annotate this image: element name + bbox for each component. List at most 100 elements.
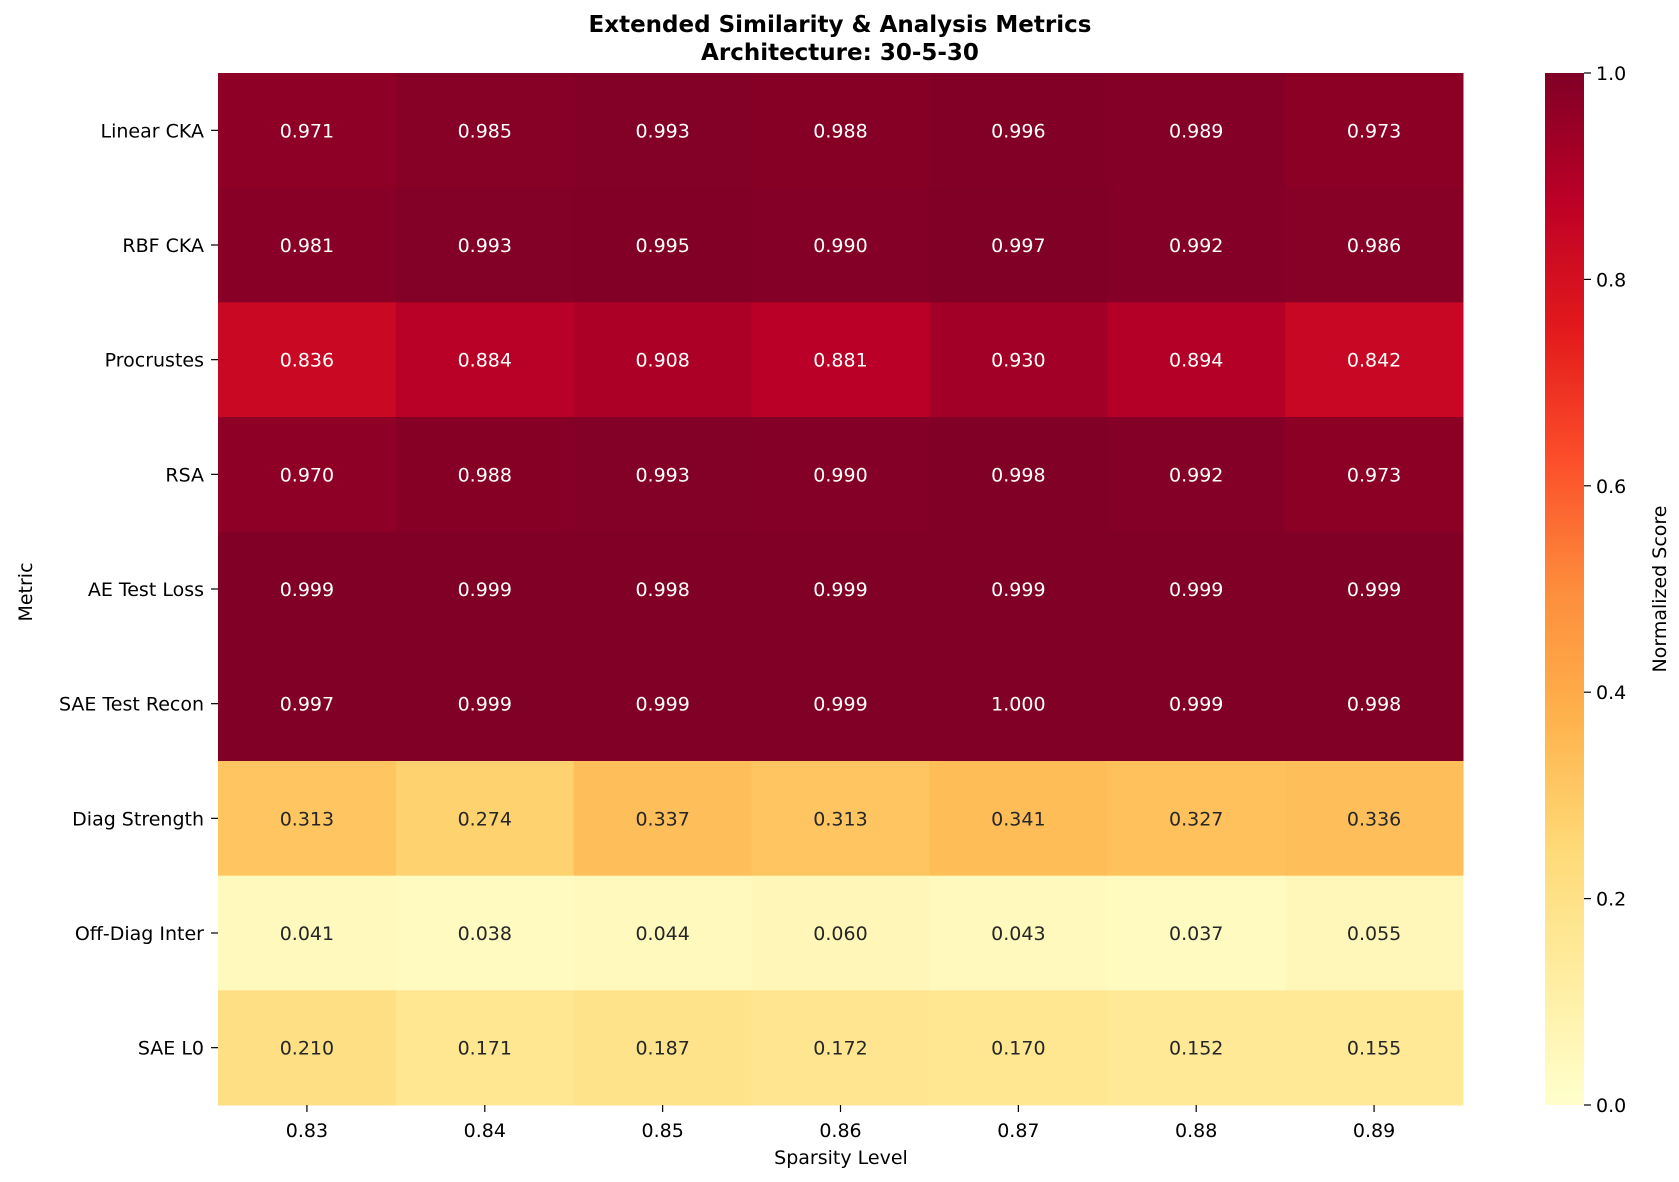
- cell-value-label: 0.986: [1347, 235, 1401, 257]
- heatmap-cell: [573, 761, 753, 877]
- cell-value-label: 0.973: [1347, 120, 1401, 142]
- heatmap-cell: [1107, 73, 1286, 189]
- heatmap-cell: [218, 187, 397, 303]
- heatmap-cell: [1285, 417, 1464, 533]
- colorbar-tick-label: 0.8: [1596, 269, 1626, 291]
- cell-value-label: 0.988: [813, 120, 867, 142]
- heatmap-cell: [395, 531, 575, 647]
- cell-value-label: 0.990: [813, 464, 867, 486]
- heatmap-cell: [218, 875, 397, 991]
- cell-value-label: 0.155: [1347, 1038, 1401, 1060]
- cell-value-label: 0.336: [1347, 808, 1401, 830]
- cell-value-label: 0.171: [458, 1038, 512, 1060]
- heatmap-cell: [573, 73, 753, 189]
- heatmap-cell: [929, 417, 1108, 533]
- cell-value-label: 0.989: [1169, 120, 1223, 142]
- x-tick-label: 0.87: [997, 1120, 1039, 1142]
- cell-value-label: 0.999: [991, 579, 1045, 601]
- cell-value-label: 0.993: [458, 235, 512, 257]
- heatmap-cell: [1107, 875, 1286, 991]
- heatmap-cell: [1285, 761, 1464, 877]
- heatmap-cell: [1107, 417, 1286, 533]
- y-tick-label: Off-Diag Inter: [75, 923, 204, 945]
- heatmap-cell: [1285, 646, 1464, 762]
- cell-value-label: 0.970: [280, 464, 334, 486]
- heatmap-cell: [218, 302, 397, 418]
- heatmap-cell: [218, 417, 397, 533]
- cell-value-label: 0.041: [280, 923, 334, 945]
- y-axis-label: Metric: [15, 562, 37, 621]
- cell-value-label: 0.997: [991, 235, 1045, 257]
- cell-value-label: 0.999: [458, 694, 512, 716]
- heatmap-cell: [1107, 990, 1286, 1106]
- colorbar-tick-label: 0.6: [1596, 476, 1626, 498]
- heatmap-cell: [573, 302, 753, 418]
- heatmap-cell: [573, 531, 753, 647]
- cell-value-label: 0.836: [280, 350, 334, 372]
- y-tick-label: SAE L0: [138, 1038, 204, 1060]
- cell-value-label: 0.842: [1347, 350, 1401, 372]
- cell-value-label: 0.037: [1169, 923, 1223, 945]
- y-tick-label: SAE Test Recon: [59, 694, 204, 716]
- heatmap-cell: [395, 875, 575, 991]
- cell-value-label: 0.055: [1347, 923, 1401, 945]
- colorbar-tick-label: 0.4: [1596, 682, 1626, 704]
- y-tick-label: RSA: [165, 464, 204, 486]
- cell-value-label: 0.930: [991, 350, 1045, 372]
- heatmap-cell: [395, 73, 575, 189]
- heatmap-cell: [929, 646, 1108, 762]
- cell-value-label: 0.187: [635, 1038, 689, 1060]
- y-tick-label: Diag Strength: [72, 808, 204, 830]
- heatmap-cell: [395, 417, 575, 533]
- colorbar-tick-label: 0.0: [1596, 1095, 1626, 1117]
- cell-value-label: 0.210: [280, 1038, 334, 1060]
- cell-value-label: 0.998: [1347, 694, 1401, 716]
- cell-value-label: 0.313: [813, 808, 867, 830]
- cell-value-label: 0.971: [280, 120, 334, 142]
- heatmap-cell: [395, 646, 575, 762]
- x-tick-label: 0.89: [1353, 1120, 1395, 1142]
- x-tick-label: 0.84: [464, 1120, 506, 1142]
- cell-value-label: 0.881: [813, 350, 867, 372]
- y-tick-label: Linear CKA: [101, 120, 204, 142]
- cell-value-label: 0.038: [458, 923, 512, 945]
- heatmap-cell: [1285, 875, 1464, 991]
- cell-value-label: 0.341: [991, 808, 1045, 830]
- heatmap-cell: [751, 646, 930, 762]
- y-tick-label: Procrustes: [105, 350, 204, 372]
- heatmap-cell: [395, 761, 575, 877]
- x-axis-label: Sparsity Level: [774, 1147, 908, 1169]
- x-tick-label: 0.83: [286, 1120, 328, 1142]
- cell-value-label: 0.060: [813, 923, 867, 945]
- heatmap-cell: [218, 761, 397, 877]
- heatmap-cell: [1285, 73, 1464, 189]
- y-tick-label: RBF CKA: [122, 235, 204, 257]
- cell-value-label: 0.313: [280, 808, 334, 830]
- cell-value-label: 0.999: [635, 694, 689, 716]
- cell-value-label: 0.973: [1347, 464, 1401, 486]
- cell-value-label: 0.993: [635, 120, 689, 142]
- heatmap-cell: [929, 875, 1108, 991]
- cell-value-label: 0.988: [458, 464, 512, 486]
- heatmap-cell-labels: 0.971 0.985 0.993 0.988 0.996 0.989 0.973 0.981…: [280, 120, 1402, 1059]
- cell-value-label: 0.337: [635, 808, 689, 830]
- heatmap-cell: [1107, 302, 1286, 418]
- cell-value-label: 0.998: [991, 464, 1045, 486]
- cell-value-label: 0.894: [1169, 350, 1223, 372]
- heatmap-cell: [751, 417, 930, 533]
- cell-value-label: 0.992: [1169, 235, 1223, 257]
- heatmap-cells: [218, 73, 1464, 1106]
- heatmap-cell: [751, 73, 930, 189]
- cell-value-label: 0.999: [458, 579, 512, 601]
- heatmap-cell: [573, 875, 753, 991]
- y-tick-label: AE Test Loss: [88, 579, 204, 601]
- cell-value-label: 0.327: [1169, 808, 1223, 830]
- cell-value-label: 0.999: [1347, 579, 1401, 601]
- heatmap-cell: [218, 646, 397, 762]
- cell-value-label: 0.990: [813, 235, 867, 257]
- colorbar-label: Normalized Score: [1649, 505, 1671, 672]
- heatmap-cell: [573, 646, 753, 762]
- cell-value-label: 0.043: [991, 923, 1045, 945]
